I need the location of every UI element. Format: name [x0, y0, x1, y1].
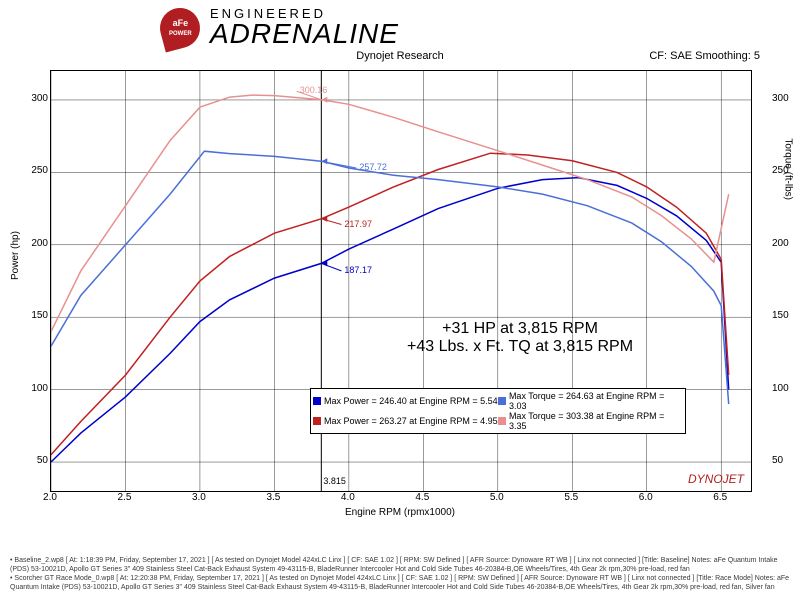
callout-label: 187.17 [344, 265, 372, 275]
header: aFe POWER ENGINEERED ADRENALINE [0, 6, 800, 46]
logo-text-1: aFe [172, 18, 188, 28]
callout-label: 257.72 [359, 162, 387, 172]
brand-title: ENGINEERED ADRENALINE [210, 6, 399, 46]
gain-line1: +31 HP at 3,815 RPM [350, 320, 690, 338]
cf-setting: CF: SAE Smoothing: 5 [649, 50, 760, 62]
gain-text: +31 HP at 3,815 RPM +43 Lbs. x Ft. TQ at… [350, 320, 690, 356]
rpm-marker-label: 3.815 [323, 476, 346, 486]
logo-text-2: POWER [169, 31, 192, 37]
legend-entry: Max Torque = 264.63 at Engine RPM = 3.03 [498, 391, 683, 411]
footer-line1: • Baseline_2.wp8 [ At: 1:18:39 PM, Frida… [10, 556, 790, 574]
y-right-label: Torque (ft-lbs) [783, 138, 794, 200]
legend-entry: Max Torque = 303.38 at Engine RPM = 3.35 [498, 411, 683, 431]
callout-label: 300.16 [300, 85, 328, 95]
legend-entry: Max Power = 246.40 at Engine RPM = 5.54 [313, 391, 498, 411]
x-label: Engine RPM (rpmx1000) [0, 507, 800, 518]
footer-line2: • Scorcher GT Race Mode_0.wp8 [ At: 12:2… [10, 574, 790, 592]
legend-box: Max Power = 246.40 at Engine RPM = 5.54M… [310, 388, 686, 434]
dynojet-watermark: DYNOJET [688, 472, 744, 486]
legend-entry: Max Power = 263.27 at Engine RPM = 4.95 [313, 411, 498, 431]
y-left-label: Power (hp) [10, 231, 21, 280]
gain-line2: +43 Lbs. x Ft. TQ at 3,815 RPM [350, 338, 690, 356]
afe-logo-icon: aFe POWER [156, 4, 205, 53]
callout-label: 217.97 [344, 219, 372, 229]
footer-notes: • Baseline_2.wp8 [ At: 1:18:39 PM, Frida… [10, 556, 790, 592]
title-big: ADRENALINE [210, 21, 399, 46]
